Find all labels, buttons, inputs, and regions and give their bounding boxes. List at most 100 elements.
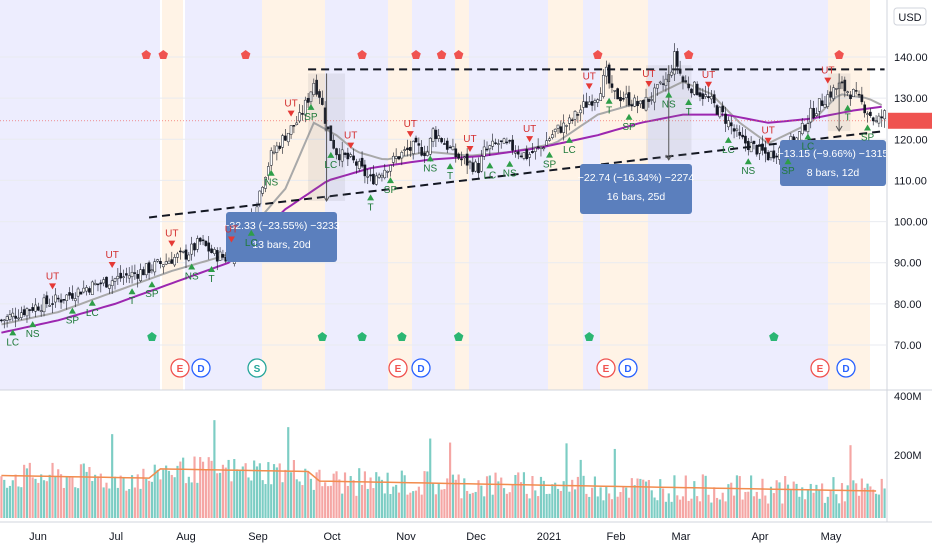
signal-up-triangle xyxy=(864,124,872,131)
candle-body xyxy=(71,293,74,299)
volume-bar xyxy=(696,496,699,518)
volume-bar xyxy=(59,474,63,518)
candle-body xyxy=(204,240,208,246)
candle-body xyxy=(658,81,662,84)
candle-body xyxy=(139,269,142,282)
volume-bar xyxy=(664,501,667,518)
volume-bar xyxy=(571,479,574,518)
signal-up-triangle xyxy=(804,133,812,140)
session-band xyxy=(455,0,469,390)
volume-bar xyxy=(690,498,693,518)
candle-body xyxy=(522,152,526,159)
candle-body xyxy=(533,147,537,152)
volume-bar xyxy=(474,491,477,518)
candle-body xyxy=(511,139,514,151)
candle-body xyxy=(582,101,585,108)
candle-body xyxy=(303,99,307,116)
volume-bar xyxy=(684,475,687,518)
volume-bar xyxy=(471,492,474,518)
volume-bar xyxy=(255,466,259,518)
candle-body xyxy=(420,147,424,156)
candle-body xyxy=(383,169,387,179)
volume-bar xyxy=(409,492,412,518)
signal-up-triangle xyxy=(29,321,37,328)
candle-body xyxy=(573,110,577,120)
signal-label: UT xyxy=(404,119,417,130)
candle-body xyxy=(710,96,713,100)
candle-body xyxy=(724,113,727,124)
session-band xyxy=(469,0,548,390)
volume-bar xyxy=(741,499,744,518)
signal-label: SP xyxy=(622,122,636,133)
volume-bar xyxy=(454,479,457,518)
signal-up-triangle xyxy=(665,91,673,98)
volume-bar xyxy=(849,445,852,518)
bull-pentagon xyxy=(357,332,367,341)
trendlines xyxy=(148,68,885,219)
candle-body xyxy=(846,91,849,93)
volume-bar xyxy=(554,482,557,518)
candle-body xyxy=(11,312,15,318)
volume-bar xyxy=(162,469,165,518)
candle-body xyxy=(641,100,645,109)
volume-bar xyxy=(821,483,824,518)
volume-bar xyxy=(142,468,145,518)
candle-body xyxy=(414,137,418,143)
candle-body xyxy=(338,154,341,161)
volume-bar xyxy=(724,501,727,518)
candle-body xyxy=(79,291,83,295)
volume-bar xyxy=(88,467,91,518)
signal-label: LC xyxy=(483,170,496,181)
volume-bar xyxy=(662,488,665,518)
volume-bar xyxy=(605,486,608,518)
volume-bar xyxy=(602,500,605,518)
volume-bar xyxy=(318,469,321,518)
candle-body xyxy=(352,155,355,161)
signal-label: UT xyxy=(105,250,118,261)
volume-bar xyxy=(14,474,17,518)
volume-bar xyxy=(42,480,46,518)
candle-body xyxy=(110,280,114,287)
volume-bar xyxy=(863,487,866,518)
candle-body xyxy=(610,83,614,88)
event-marker: D xyxy=(836,358,856,378)
volume-bar xyxy=(346,485,349,518)
signal-up-triangle xyxy=(9,329,17,336)
candle-body xyxy=(2,319,6,322)
volume-bar xyxy=(91,481,94,518)
signal-down-triangle xyxy=(645,80,653,87)
candle-body xyxy=(880,116,884,119)
candle-body xyxy=(650,99,654,101)
signal-label: UT xyxy=(344,131,357,142)
volume-bar xyxy=(582,475,585,518)
volume-bar xyxy=(630,478,633,518)
price-tick-label: 80.00 xyxy=(894,299,922,311)
volume-bar xyxy=(789,489,792,518)
candle-body xyxy=(866,113,869,115)
volume-bar xyxy=(522,472,526,518)
volume-bar xyxy=(591,487,594,518)
candle-body xyxy=(735,128,739,131)
candle-body xyxy=(127,275,131,279)
candle-body xyxy=(758,144,761,154)
volume-bar xyxy=(883,488,886,518)
volume-bar xyxy=(463,478,466,518)
volume-bar xyxy=(420,494,423,518)
volume-bar xyxy=(761,478,764,518)
candle-body xyxy=(295,122,299,125)
volume-bar xyxy=(77,488,80,518)
signal-label: NS xyxy=(423,163,437,174)
volume-bar xyxy=(219,472,222,518)
candle-body xyxy=(150,269,154,272)
candle-body xyxy=(309,91,313,102)
volume-bar xyxy=(108,488,111,518)
volume-bar xyxy=(11,480,14,518)
volume-bar xyxy=(412,491,415,518)
measure-arrowhead xyxy=(665,154,673,161)
volume-bar xyxy=(301,485,304,518)
candle-body xyxy=(108,284,111,289)
candle-body xyxy=(763,147,767,154)
volume-bar xyxy=(525,493,528,518)
volume-bar xyxy=(502,488,506,518)
candle-body xyxy=(633,97,637,107)
